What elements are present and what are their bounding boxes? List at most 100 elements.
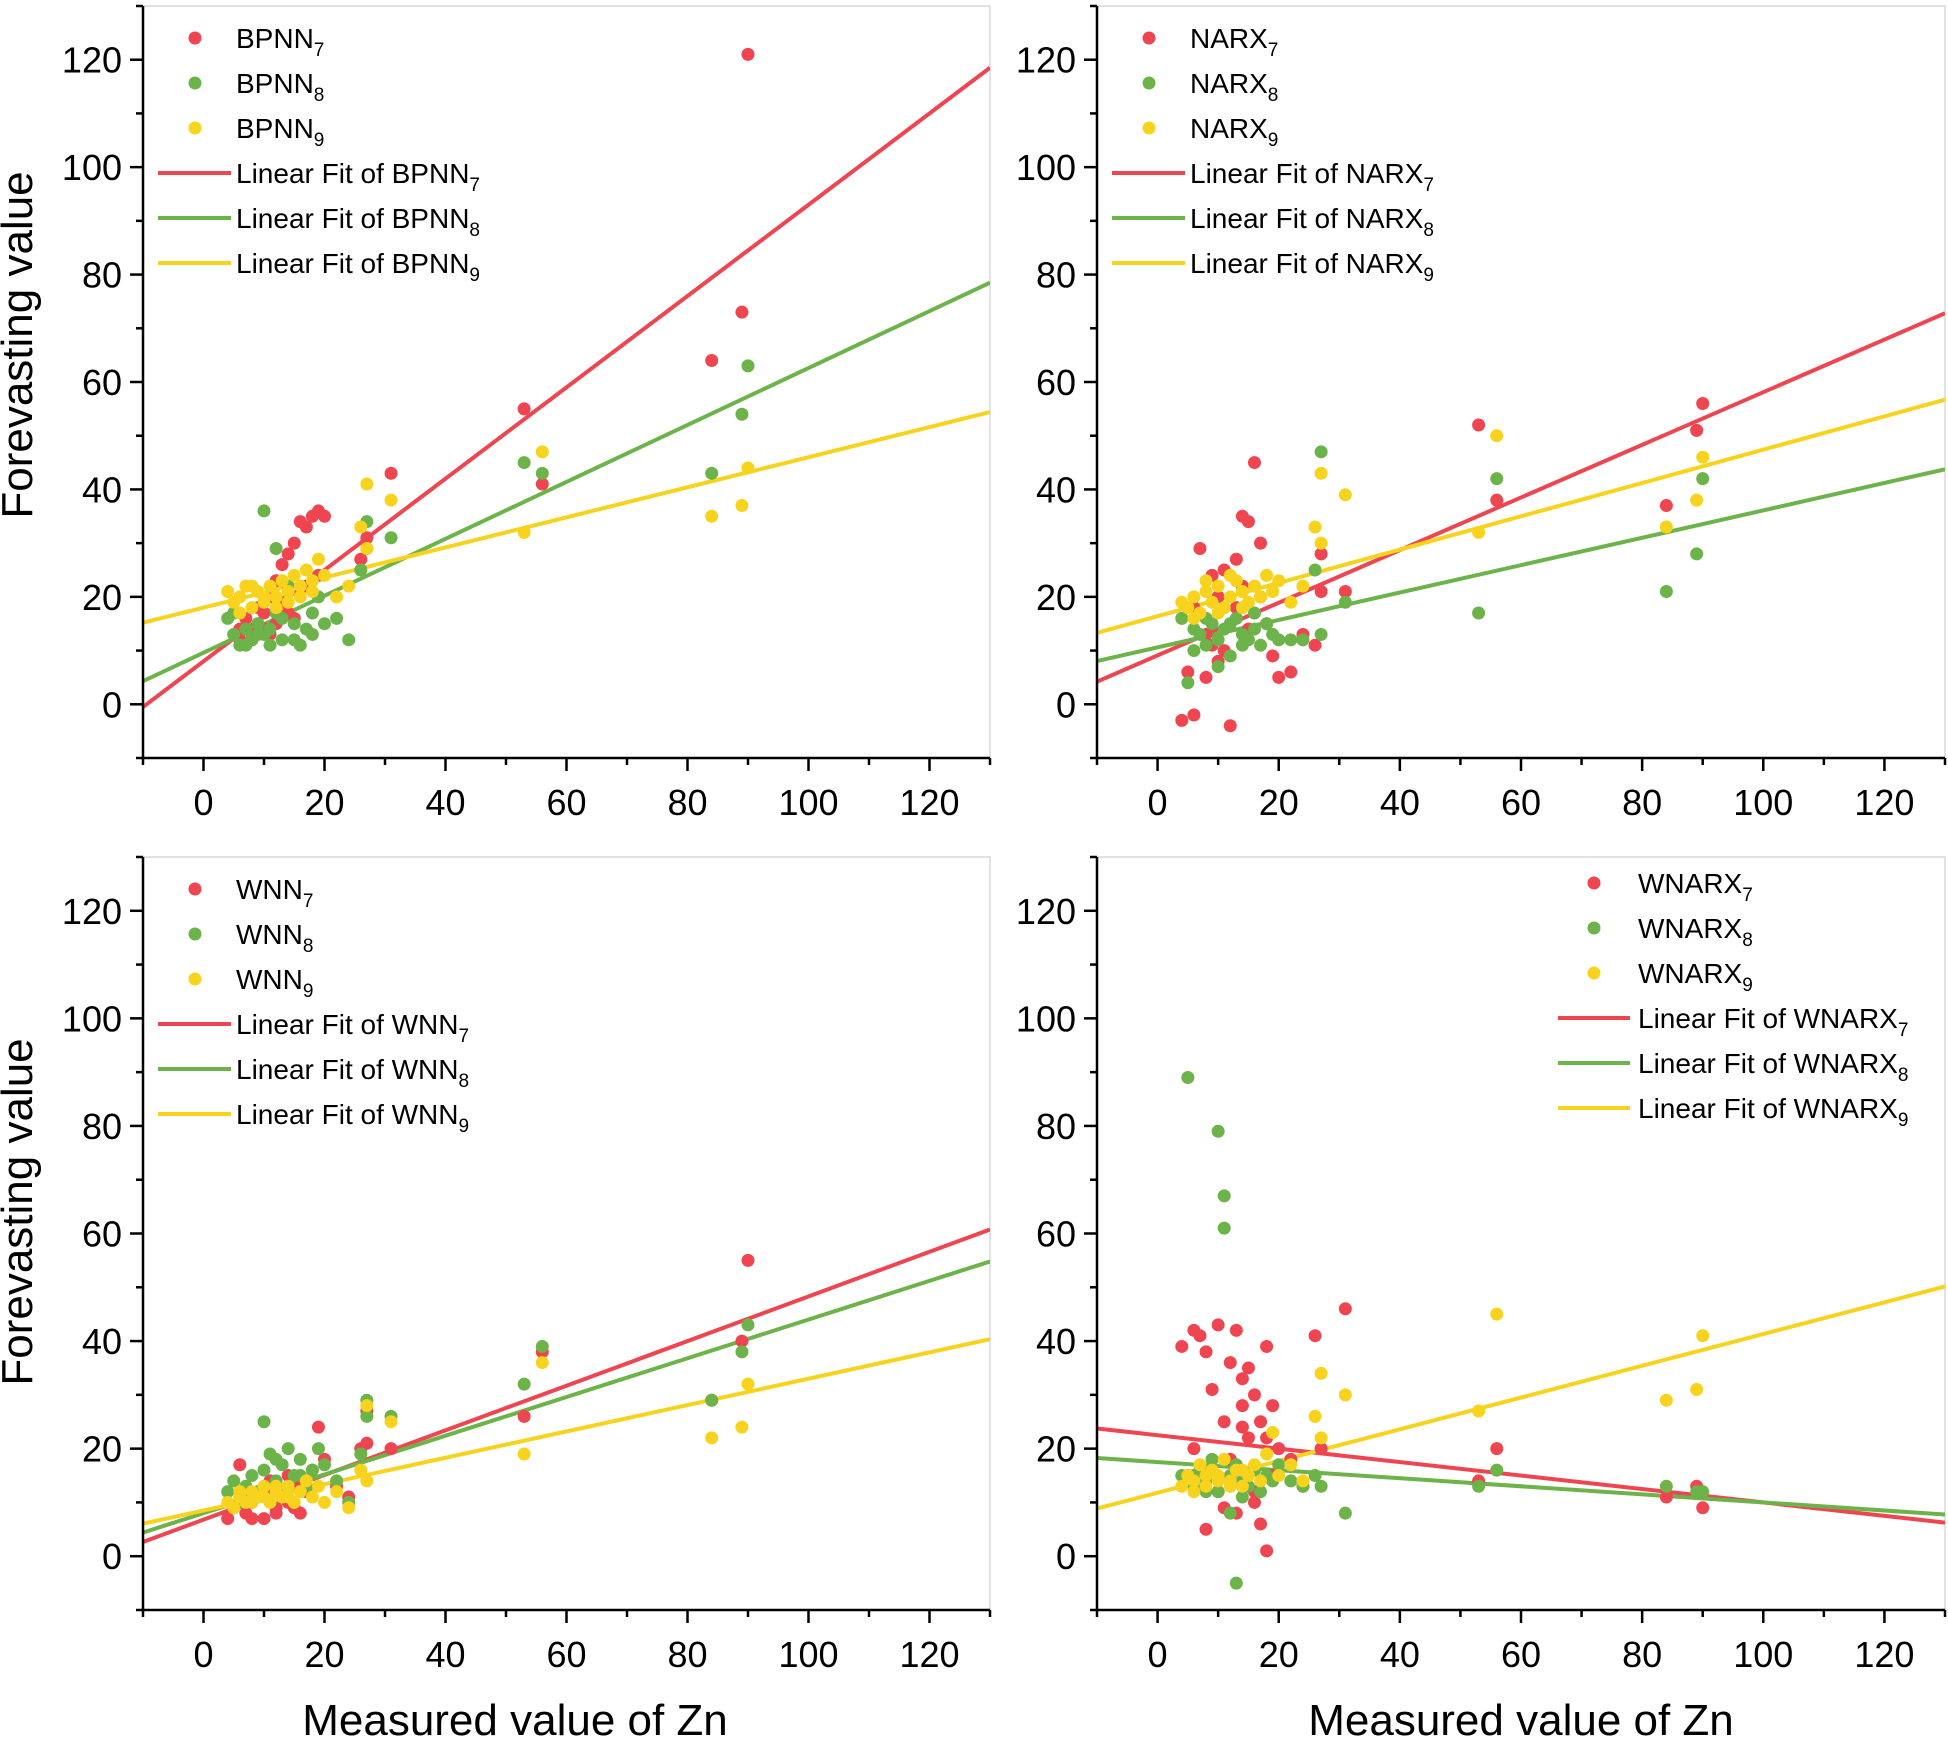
plot-content	[143, 47, 990, 709]
legend-marker-wnarx7	[1587, 876, 1601, 890]
y-tick-label: 100	[62, 998, 122, 1039]
data-point-bpnn9	[293, 590, 307, 604]
data-point-bpnn7	[735, 305, 749, 319]
data-point-wnn8	[360, 1409, 374, 1423]
data-point-bpnn9	[741, 461, 755, 475]
data-point-narx7	[1254, 536, 1268, 550]
data-point-wnn9	[342, 1501, 356, 1515]
x-tick-label: 120	[899, 1634, 959, 1675]
data-point-wnarx9	[1284, 1458, 1298, 1472]
data-point-wnn9	[741, 1377, 755, 1391]
data-point-bpnn9	[245, 579, 259, 593]
y-tick-label: 0	[102, 1536, 122, 1577]
data-point-wnarx9	[1247, 1458, 1261, 1472]
data-point-wnn9	[330, 1485, 344, 1499]
data-point-wnn9	[269, 1479, 283, 1493]
data-point-narx7	[1199, 670, 1213, 684]
x-tick-label: 0	[193, 782, 213, 823]
data-point-bpnn8	[735, 407, 749, 421]
data-point-wnarx7	[1659, 1490, 1673, 1504]
data-point-wnarx8	[1490, 1463, 1504, 1477]
data-point-bpnn9	[269, 601, 283, 615]
data-point-wnarx9	[1235, 1463, 1249, 1477]
legend-marker-bpnn8	[188, 76, 202, 90]
x-axis-title: Measured value of Zn	[302, 1696, 728, 1737]
data-point-wnn8	[330, 1474, 344, 1488]
data-point-wnn8	[517, 1377, 531, 1391]
x-tick-label: 100	[778, 782, 838, 823]
data-point-wnarx9	[1187, 1474, 1201, 1488]
data-point-narx8	[1338, 595, 1352, 609]
data-point-wnn8	[354, 1447, 368, 1461]
data-point-wnarx7	[1314, 1442, 1328, 1456]
y-tick-label: 100	[1016, 147, 1076, 188]
data-point-bpnn8	[354, 563, 368, 577]
data-point-wnarx9	[1308, 1409, 1322, 1423]
legend-marker-narx7	[1142, 31, 1156, 45]
data-point-bpnn8	[227, 627, 241, 641]
y-tick-label: 60	[82, 362, 122, 403]
legend-marker-wnarx8	[1587, 921, 1601, 935]
data-point-wnarx7	[1229, 1323, 1243, 1337]
data-point-wnn9	[535, 1356, 549, 1370]
x-tick-label: 120	[899, 782, 959, 823]
data-point-wnn9	[257, 1479, 271, 1493]
data-point-wnarx7	[1235, 1372, 1249, 1386]
data-point-wnn9	[360, 1399, 374, 1413]
legend-marker-narx8	[1142, 76, 1156, 90]
data-point-narx8	[1490, 472, 1504, 486]
data-point-wnn9	[311, 1479, 325, 1493]
data-point-narx9	[1211, 606, 1225, 620]
data-point-narx7	[1284, 665, 1298, 679]
data-point-narx8	[1308, 563, 1322, 577]
data-point-bpnn8	[269, 542, 283, 556]
data-point-wnn8	[741, 1318, 755, 1332]
data-point-wnn7	[221, 1512, 235, 1526]
data-point-bpnn9	[311, 552, 325, 566]
legend-label: WNN8	[236, 919, 313, 957]
data-point-narx8	[1181, 676, 1195, 690]
data-point-narx9	[1266, 584, 1280, 598]
data-point-narx8	[1296, 633, 1310, 647]
x-tick-label: 0	[193, 1634, 213, 1675]
data-point-narx8	[1247, 606, 1261, 620]
legend-label: NARX8	[1190, 68, 1278, 106]
legend-label: BPNN7	[236, 23, 324, 61]
x-tick-label: 80	[667, 1634, 707, 1675]
data-point-wnn8	[305, 1463, 319, 1477]
data-point-wnarx9	[1314, 1431, 1328, 1445]
y-tick-label: 40	[82, 1321, 122, 1362]
x-tick-label: 80	[667, 782, 707, 823]
legend-label: Linear Fit of BPNN7	[236, 158, 480, 196]
data-point-narx8	[1696, 472, 1710, 486]
data-point-wnn7	[735, 1334, 749, 1348]
data-point-narx7	[1696, 396, 1710, 410]
legend-marker-bpnn7	[188, 31, 202, 45]
data-point-wnarx7	[1247, 1388, 1261, 1402]
data-point-wnn8	[221, 1485, 235, 1499]
data-point-wnarx8	[1659, 1479, 1673, 1493]
y-tick-label: 80	[1036, 255, 1076, 296]
y-tick-label: 60	[82, 1214, 122, 1255]
data-point-wnn8	[245, 1469, 259, 1483]
data-point-bpnn9	[354, 520, 368, 534]
data-point-narx8	[1211, 633, 1225, 647]
x-tick-label: 40	[1380, 1634, 1420, 1675]
data-point-narx8	[1260, 617, 1274, 631]
y-tick-label: 20	[1036, 1429, 1076, 1470]
legend-label: NARX7	[1190, 23, 1278, 61]
data-point-narx9	[1308, 520, 1322, 534]
y-axis-title: Forevasting value	[0, 1038, 42, 1385]
data-point-bpnn8	[287, 617, 301, 631]
x-tick-label: 60	[546, 1634, 586, 1675]
data-point-narx8	[1247, 622, 1261, 636]
data-point-bpnn8	[257, 504, 271, 518]
data-point-bpnn8	[517, 456, 531, 470]
data-point-bpnn9	[281, 595, 295, 609]
data-point-wnarx8	[1235, 1490, 1249, 1504]
data-point-narx8	[1690, 547, 1704, 561]
data-point-bpnn8	[741, 359, 755, 373]
data-point-bpnn9	[330, 590, 344, 604]
data-point-narx9	[1247, 579, 1261, 593]
data-point-narx9	[1181, 601, 1195, 615]
